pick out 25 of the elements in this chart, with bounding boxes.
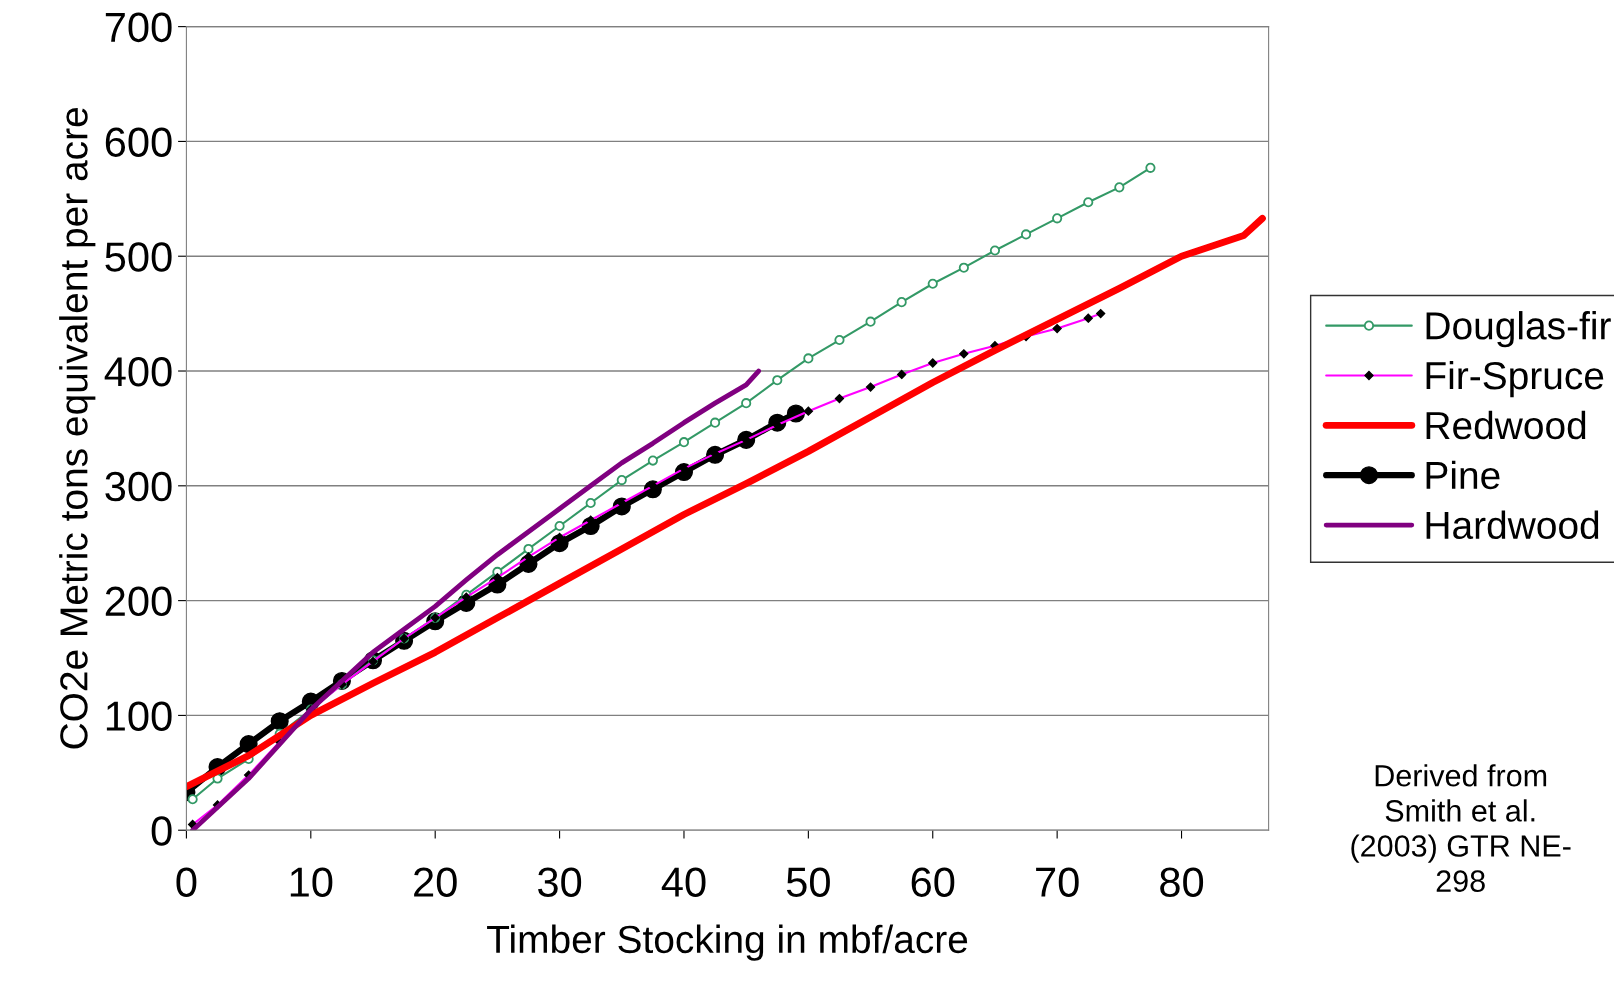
x-tick-label: 60: [911, 867, 955, 897]
x-axis-title: Timber Stocking in mbf/acre: [487, 924, 968, 961]
legend-label: Pine: [1426, 460, 1500, 490]
legend-label: Redwood: [1426, 410, 1586, 440]
x-tick-label: 80: [1160, 867, 1204, 897]
legend-label: Hardwood: [1426, 510, 1599, 540]
y-tick-label: 600: [105, 127, 172, 157]
y-tick-label: 100: [106, 701, 172, 731]
y-tick-label: 0: [151, 816, 172, 846]
y-tick-label: 200: [105, 586, 172, 617]
x-tick-label: 20: [414, 867, 457, 897]
x-tick-label: 10: [290, 867, 333, 897]
y-axis-title: CO2e Metric tons equivalent per acre: [59, 108, 96, 749]
x-tick-label: 50: [786, 867, 830, 897]
y-tick-label: 700: [105, 12, 172, 43]
x-tick-label: 40: [661, 867, 706, 897]
text: Derived from Smith et al. (2003) GTR NE- 298: [1351, 764, 1571, 892]
x-tick-label: 0: [176, 867, 197, 897]
y-tick-label: 300: [105, 471, 172, 502]
x-tick-label: 30: [538, 867, 582, 897]
y-tick-label: 400: [104, 357, 172, 387]
x-tick-label: 70: [1036, 867, 1079, 897]
legend-label: Douglas-fir: [1426, 311, 1611, 348]
legend-label: Fir-Spruce: [1426, 360, 1604, 398]
y-tick-label: 500: [105, 242, 172, 272]
